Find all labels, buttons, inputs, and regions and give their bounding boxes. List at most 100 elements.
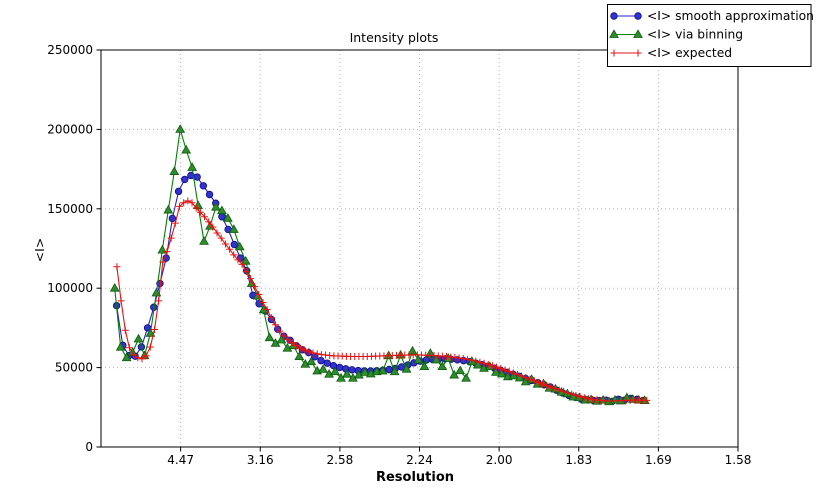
- plus-marker: [643, 396, 651, 404]
- triangle-marker: [294, 351, 305, 361]
- x-tick-label: 1.58: [725, 453, 752, 467]
- plus-marker: [192, 204, 200, 212]
- plus-marker: [555, 386, 563, 394]
- plus-marker: [176, 202, 184, 210]
- triangle-marker: [187, 162, 198, 171]
- plus-marker: [205, 218, 213, 226]
- plus-marker: [271, 321, 279, 329]
- series-2: [113, 197, 651, 405]
- triangle-marker: [109, 282, 120, 292]
- triangle-marker: [330, 366, 340, 376]
- plus-marker: [196, 208, 204, 216]
- plus-marker: [134, 354, 142, 362]
- triangle-marker: [234, 241, 245, 251]
- plus-marker: [167, 234, 175, 242]
- circle-marker: [348, 366, 356, 374]
- plus-marker: [501, 366, 509, 374]
- plus-marker: [280, 332, 288, 340]
- chart-title: Intensity plots: [350, 30, 439, 45]
- plus-marker: [551, 385, 559, 393]
- legend-label: <I> via binning: [647, 28, 743, 42]
- plus-marker: [188, 199, 196, 207]
- plus-marker: [267, 314, 275, 322]
- chart-legend: <I> smooth approximation <I> via binning <…: [607, 4, 814, 67]
- plus-marker: [213, 229, 221, 237]
- plus-marker: [230, 251, 238, 259]
- series-markers-2: [113, 197, 651, 405]
- y-tick-label: 150000: [47, 202, 93, 216]
- triangle-marker: [133, 333, 144, 343]
- circle-marker: [230, 240, 239, 249]
- triangle-marker: [425, 348, 436, 357]
- plus-marker: [251, 283, 259, 291]
- triangle-marker: [496, 368, 507, 378]
- plus-marker: [226, 245, 234, 253]
- plus-marker: [113, 263, 121, 271]
- plus-marker: [497, 365, 505, 373]
- circle-legend-marker: [610, 12, 618, 20]
- plus-marker: [513, 370, 521, 378]
- plus-marker: [201, 213, 209, 221]
- circle-marker: [205, 190, 214, 199]
- triangle-marker: [407, 345, 418, 355]
- x-axis-label: Resolution: [376, 470, 454, 485]
- plus-marker: [146, 343, 154, 351]
- plus-marker: [301, 346, 309, 354]
- plus-marker: [543, 382, 551, 390]
- legend-label: <I> smooth approximation: [647, 9, 814, 23]
- triangle-legend-marker: [609, 29, 619, 38]
- plus-marker: [171, 219, 179, 227]
- plus-marker: [138, 355, 146, 363]
- triangle-marker: [359, 367, 370, 376]
- plus-marker: [584, 395, 592, 403]
- plus-marker: [292, 342, 300, 350]
- x-tick-labels: 4.47 3.16 2.58 2.24 2.00 1.83 1.69 1.58: [167, 453, 751, 467]
- plus-marker: [484, 360, 492, 368]
- triangle-marker: [211, 202, 221, 211]
- triangle-marker: [127, 347, 138, 356]
- plus-marker: [313, 350, 321, 358]
- plus-legend-marker: [610, 49, 618, 57]
- triangle-marker: [306, 356, 317, 366]
- circle-marker: [193, 173, 201, 181]
- triangle-marker: [240, 255, 251, 265]
- plus-marker: [564, 389, 572, 397]
- plus-marker: [246, 275, 254, 283]
- plus-marker: [459, 355, 467, 363]
- plus-marker: [238, 260, 246, 268]
- triangle-marker: [199, 236, 209, 245]
- plus-marker: [547, 383, 555, 391]
- plus-marker: [576, 393, 584, 401]
- plus-marker: [522, 374, 530, 382]
- plus-marker: [493, 363, 501, 371]
- y-axis-label: <I>: [32, 238, 47, 263]
- plus-marker: [209, 223, 217, 231]
- triangle-marker: [264, 332, 275, 342]
- plus-marker: [263, 306, 271, 314]
- y-tick-label: 50000: [55, 361, 93, 375]
- plus-marker: [488, 362, 496, 370]
- plus-marker: [180, 199, 188, 207]
- x-tick-label: 1.69: [645, 453, 672, 467]
- plus-marker: [568, 390, 576, 398]
- circle-marker: [181, 175, 189, 184]
- triangle-marker: [228, 224, 239, 233]
- plus-marker: [150, 325, 158, 333]
- legend-item-1: <I> via binning: [609, 28, 743, 42]
- plus-marker: [539, 380, 547, 388]
- circle-marker: [199, 182, 208, 190]
- y-tick-label: 200000: [47, 122, 93, 136]
- plus-marker: [455, 354, 463, 362]
- plus-marker: [242, 268, 250, 276]
- triangle-marker: [461, 373, 471, 382]
- triangle-marker: [455, 365, 466, 375]
- plus-marker: [305, 348, 313, 356]
- plus-marker: [121, 326, 129, 334]
- triangle-marker: [449, 369, 460, 379]
- plus-marker: [117, 297, 125, 305]
- y-tick-label: 250000: [47, 43, 93, 57]
- triangle-marker: [217, 205, 227, 215]
- plus-marker: [580, 394, 588, 402]
